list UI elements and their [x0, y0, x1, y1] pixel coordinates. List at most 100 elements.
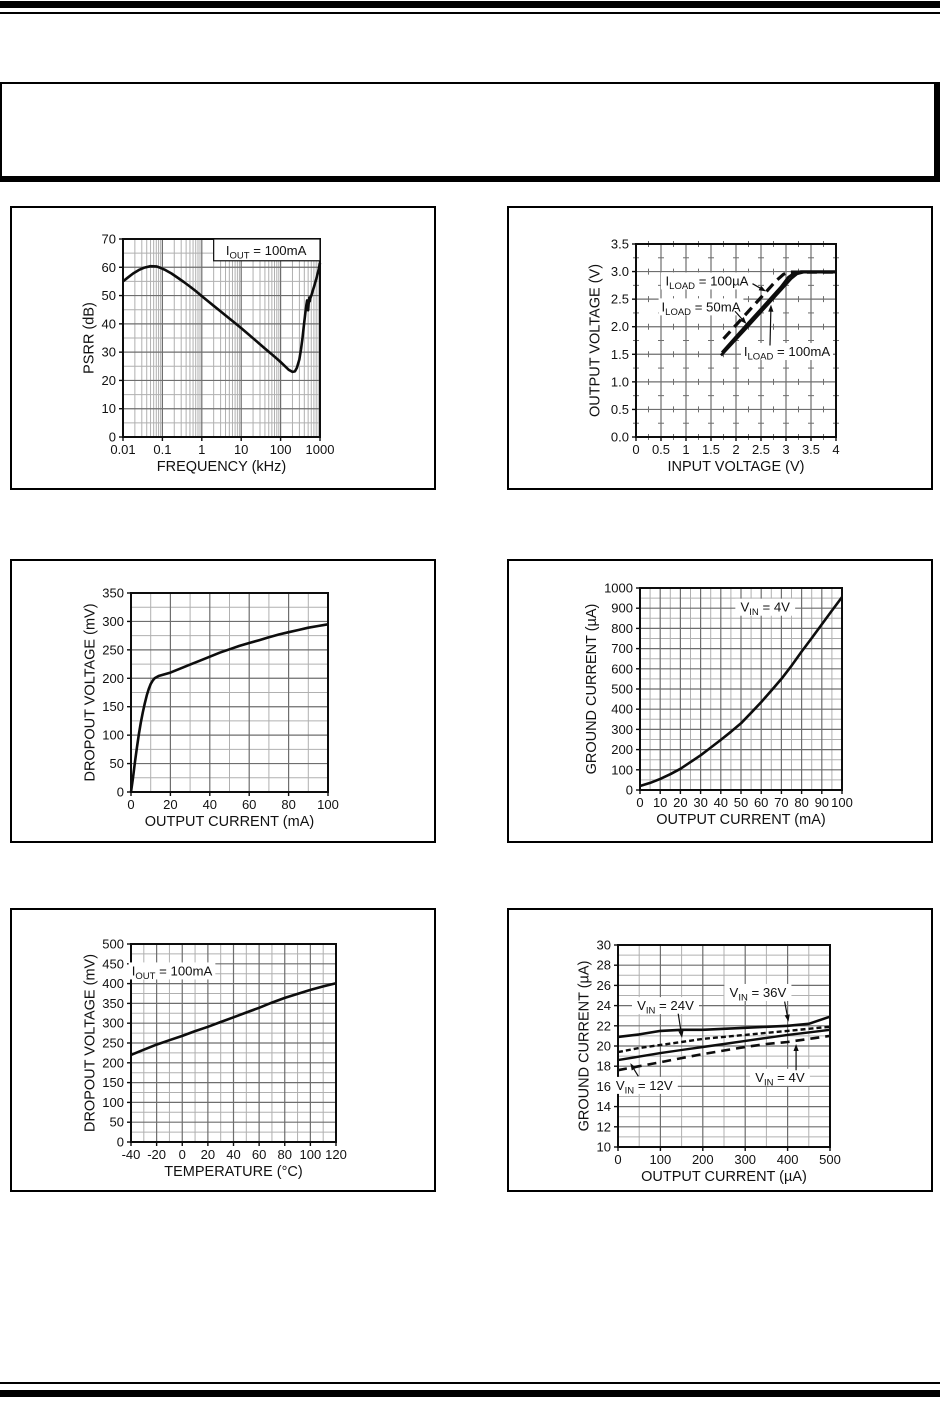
- y-tick-label: 50: [102, 288, 116, 303]
- top-rule-thin: [0, 12, 940, 14]
- y-tick-label: 150: [102, 1075, 124, 1090]
- tick-labels: 0 100 200 300 400 500 10 12 14 16 18 20 22 24 26 28 30: [597, 938, 841, 1168]
- x-tick-label: 0.01: [110, 442, 135, 457]
- x-tick-label: 90: [815, 795, 829, 810]
- y-tick-label: 100: [611, 762, 633, 777]
- series: [130, 981, 337, 1057]
- x-tick-label: 100: [650, 1152, 672, 1167]
- y-tick-label: 16: [597, 1079, 611, 1094]
- y-tick-label: 1.5: [611, 347, 629, 362]
- chart-dropout-voltage-vs-temperature: -40 -20 0 20 40 60 80 100 1200501001502002503003…: [82, 937, 347, 1181]
- x-axis-title: FREQUENCY (kHz): [157, 459, 286, 475]
- x-tick-label: 300: [734, 1152, 756, 1167]
- y-tick-label: 20: [597, 1039, 611, 1054]
- x-tick-label: 0: [127, 797, 134, 812]
- y-axis-title: DROPOUT VOLTAGE (mV): [82, 954, 98, 1132]
- y-tick-label: 0: [626, 783, 633, 798]
- annotation-arrowhead: [630, 1063, 637, 1071]
- axis-titles: OUTPUT CURRENT (mA) GROUND CURRENT (µA): [584, 604, 826, 828]
- y-tick-label: 60: [102, 260, 116, 275]
- y-tick-label: 14: [597, 1099, 611, 1114]
- x-tick-label: 1.5: [702, 442, 720, 457]
- tick-labels: 0 0.5 1 1.5 2 2.5 3 3.5 4 0.0 0.5 1.0 1.5 2.0 2.5 3.0 3.…: [611, 237, 840, 458]
- series-line: [617, 1028, 831, 1062]
- y-tick-label: 200: [102, 1055, 124, 1070]
- x-tick-label: 100: [317, 797, 339, 812]
- annotation-arrowhead: [784, 1014, 790, 1022]
- x-tick-label: 20: [201, 1147, 215, 1162]
- y-tick-label: 10: [102, 401, 116, 416]
- y-tick-label: 450: [102, 956, 124, 971]
- annotation-bg: [741, 343, 833, 361]
- x-axis-title: INPUT VOLTAGE (V): [668, 459, 805, 475]
- annotation-bg: [724, 983, 792, 1001]
- axis-titles: INPUT VOLTAGE (V) OUTPUT VOLTAGE (V): [587, 264, 804, 475]
- y-tick-label: 0: [117, 785, 124, 800]
- annotation-bg: [128, 962, 216, 980]
- y-tick-label: 100: [102, 728, 124, 743]
- y-tick-label: 40: [102, 316, 116, 331]
- x-tick-label: 2: [732, 442, 739, 457]
- x-tick-label: 70: [774, 795, 788, 810]
- y-tick-label: 300: [102, 614, 124, 629]
- bottom-rule-thick: [0, 1390, 940, 1397]
- axes: [632, 243, 837, 441]
- y-tick-label: 200: [611, 742, 633, 757]
- annotations: VIN = 36V VIN = 24V VIN = 12V VIN = 4V: [610, 983, 810, 1097]
- x-tick-label: 20: [163, 797, 177, 812]
- x-tick-label: 100: [300, 1147, 322, 1162]
- chart-ground-current-vs-output-current-ua: 0 100 200 300 400 500 10 12 14 16 18 20 22 24 26 28 30 OU…: [577, 938, 841, 1186]
- axes: [614, 944, 831, 1151]
- x-tick-label: -40: [122, 1147, 141, 1162]
- axes: [636, 587, 843, 794]
- annotation-arrowhead: [678, 1030, 684, 1038]
- annotation-bg: [750, 1068, 810, 1086]
- axes: [119, 238, 321, 441]
- series-line: [617, 1034, 831, 1072]
- y-tick-label: 0: [109, 430, 116, 445]
- annotation-bg: [735, 598, 796, 616]
- x-tick-label: 120: [325, 1147, 347, 1162]
- y-tick-label: 20: [102, 373, 116, 388]
- annotation-label: IOUT = 100mA: [132, 963, 213, 982]
- annotation-label: VIN = 12V: [616, 1078, 673, 1097]
- series-line: [719, 270, 836, 357]
- annotation-label: VIN = 24V: [637, 998, 694, 1017]
- annotation-arrowhead: [739, 317, 747, 324]
- axes: [127, 943, 337, 1146]
- y-tick-label: 250: [102, 1036, 124, 1051]
- y-axis-title: DROPOUT VOLTAGE (mV): [82, 603, 98, 781]
- tick-labels: 0 20 40 60 80 100 0 50 100 150 200 250 300 350: [102, 586, 339, 813]
- chart-panel-ground-current-vs-output-current-ua: 0 100 200 300 400 500 10 12 14 16 18 20 22 24 26 28 30 OU…: [507, 908, 933, 1192]
- y-tick-label: 600: [611, 661, 633, 676]
- x-tick-label: 40: [714, 795, 728, 810]
- y-axis-title: GROUND CURRENT (µA): [584, 604, 600, 775]
- y-tick-label: 28: [597, 958, 611, 973]
- x-tick-label: 1: [198, 442, 205, 457]
- series-line: [617, 1025, 831, 1054]
- y-axis-title: GROUND CURRENT (µA): [577, 961, 593, 1132]
- annotation-label: IOUT = 100mA: [226, 243, 307, 261]
- x-tick-label: 200: [692, 1152, 714, 1167]
- annotation-label: VIN = 4V: [755, 1070, 805, 1089]
- x-tick-label: 60: [242, 797, 256, 812]
- x-tick-label: 80: [281, 797, 295, 812]
- annotation-leader: [677, 1013, 682, 1035]
- annotations: IOUT = 100mA: [213, 238, 321, 262]
- y-tick-label: 350: [102, 996, 124, 1011]
- x-tick-label: 100: [270, 442, 292, 457]
- y-tick-label: 50: [110, 756, 124, 771]
- axis-titles: TEMPERATURE (°C) DROPOUT VOLTAGE (mV): [82, 954, 302, 1180]
- y-tick-label: 1000: [604, 581, 633, 596]
- y-tick-label: 100: [102, 1095, 124, 1110]
- annotations: IOUT = 100mA: [128, 962, 216, 982]
- y-tick-label: 300: [102, 1016, 124, 1031]
- y-tick-label: 3.0: [611, 264, 629, 279]
- x-tick-label: 10: [653, 795, 667, 810]
- series-line: [722, 270, 836, 340]
- x-tick-label: 0: [632, 442, 639, 457]
- x-tick-label: 400: [777, 1152, 799, 1167]
- x-axis-title: OUTPUT CURRENT (µA): [641, 1169, 807, 1185]
- y-tick-label: 12: [597, 1119, 611, 1134]
- x-tick-label: 500: [819, 1152, 841, 1167]
